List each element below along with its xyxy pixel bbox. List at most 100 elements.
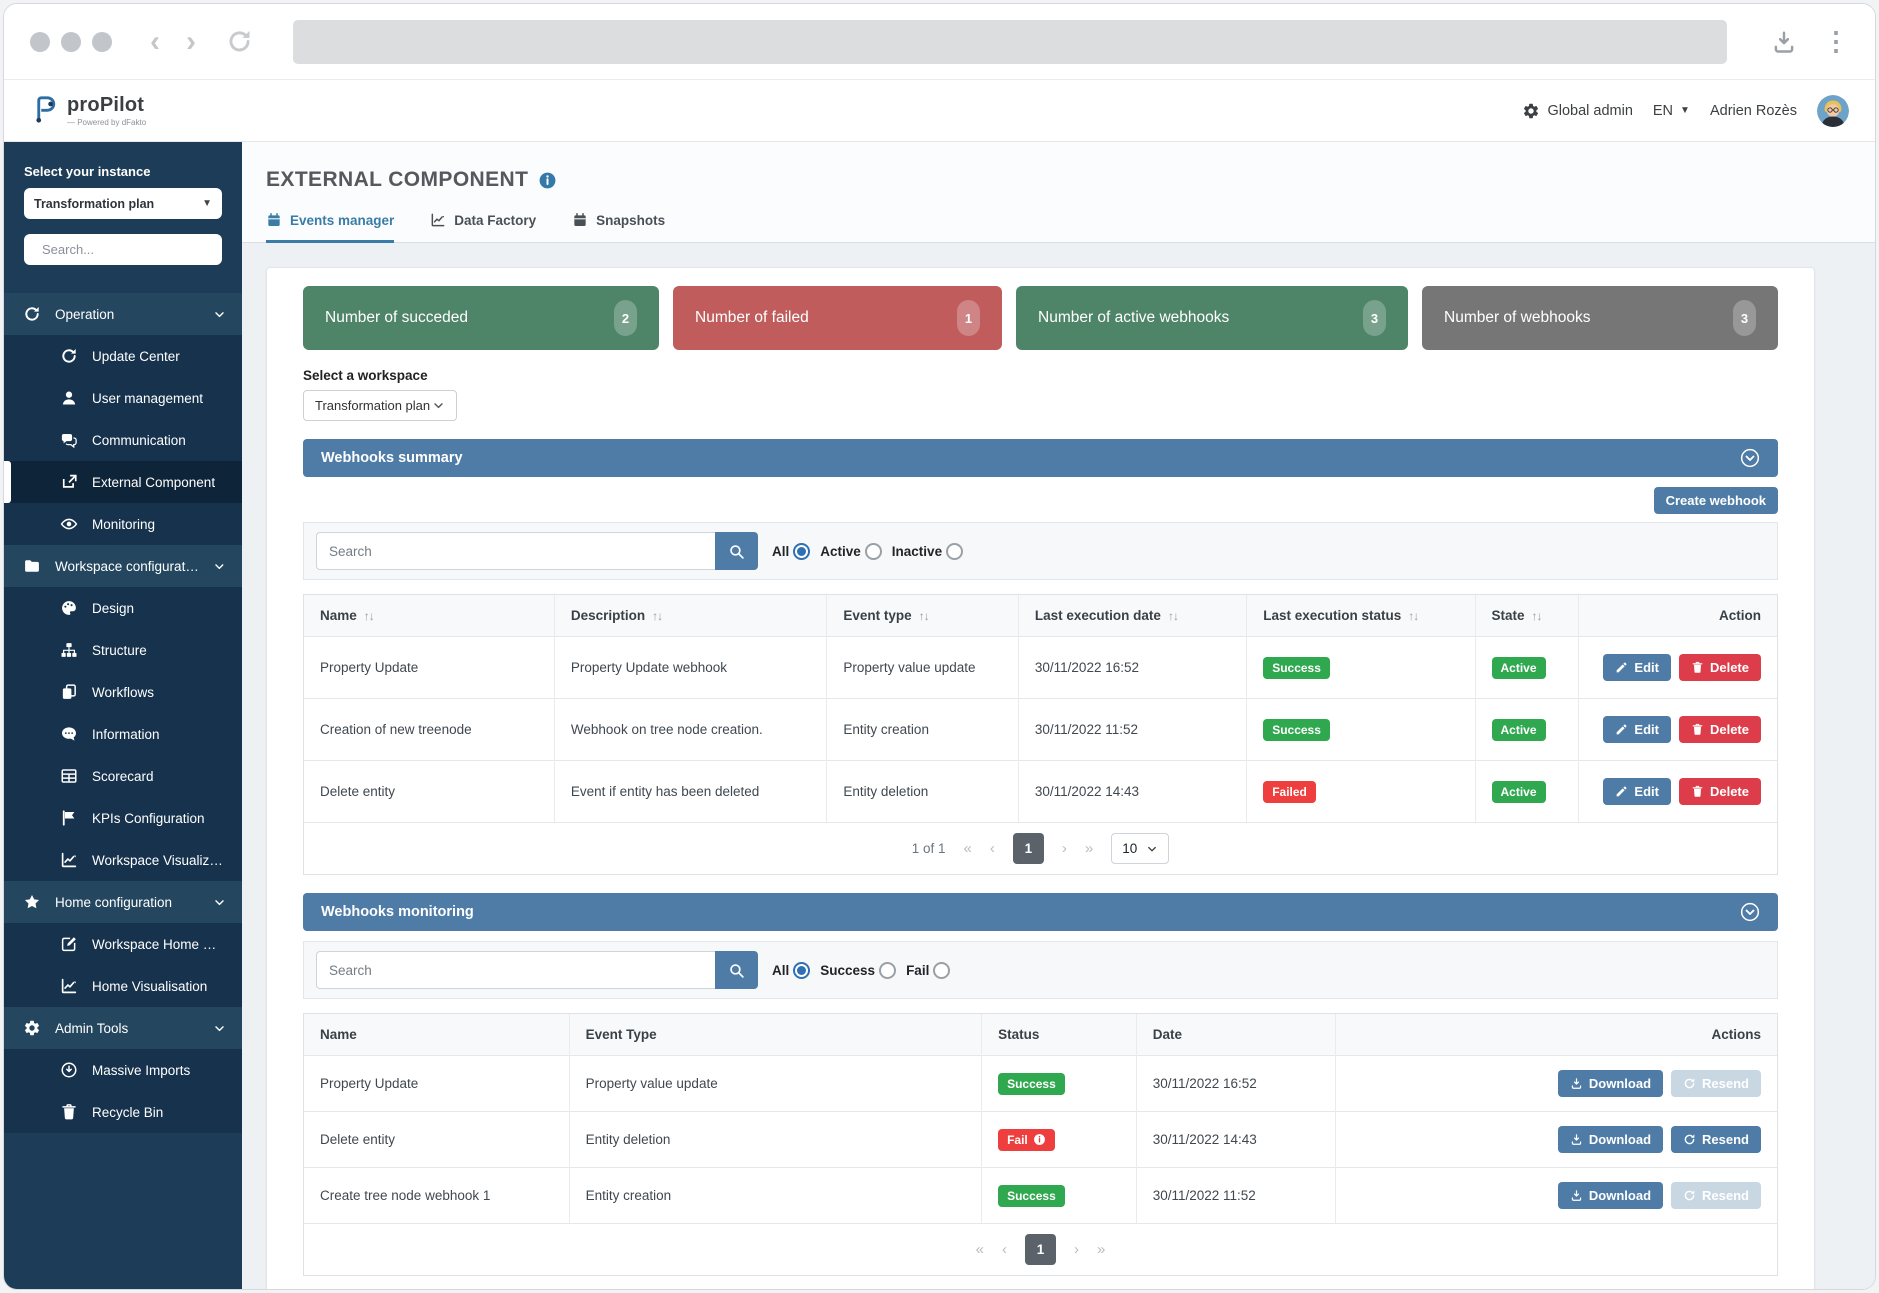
delete-button[interactable]: Delete <box>1678 654 1761 681</box>
sidebar-item-external-component[interactable]: External Component <box>4 461 242 503</box>
last-page-icon[interactable]: » <box>1097 1241 1106 1258</box>
sidebar-item-massive-imports[interactable]: Massive Imports <box>4 1049 242 1091</box>
filter-radio-all[interactable]: All <box>772 961 811 979</box>
tab-events-manager[interactable]: Events manager <box>266 212 395 243</box>
sidebar-item-home-visualisation[interactable]: Home Visualisation <box>4 965 242 1007</box>
sidebar-item-communication[interactable]: Communication <box>4 419 242 461</box>
language-selector[interactable]: EN ▼ <box>1653 103 1690 119</box>
sidebar-item-update-center[interactable]: Update Center <box>4 335 242 377</box>
page-size-select[interactable]: 10 <box>1111 833 1170 864</box>
sort-icon[interactable]: ↑↓ <box>1408 609 1419 623</box>
sitemap-icon <box>60 641 78 659</box>
column-header-state[interactable]: State ↑↓ <box>1474 595 1579 637</box>
download-button[interactable]: Download <box>1557 1182 1664 1209</box>
edit-button[interactable]: Edit <box>1603 654 1671 681</box>
filter-radio-active[interactable]: Active <box>820 542 882 560</box>
filter-radio-success[interactable]: Success <box>820 961 897 979</box>
trash-icon <box>1691 785 1704 798</box>
radio-unchecked-icon[interactable] <box>946 542 964 560</box>
column-header-name[interactable]: Name ↑↓ <box>304 595 555 637</box>
radio-checked-icon[interactable] <box>793 542 811 560</box>
collapse-chevron-icon[interactable] <box>1740 902 1760 922</box>
edit-button[interactable]: Edit <box>1603 778 1671 805</box>
radio-unchecked-icon[interactable] <box>933 961 951 979</box>
radio-unchecked-icon[interactable] <box>879 961 897 979</box>
delete-button[interactable]: Delete <box>1678 778 1761 805</box>
edit-button[interactable]: Edit <box>1603 716 1671 743</box>
sort-icon[interactable]: ↑↓ <box>1167 609 1179 623</box>
window-close-button[interactable] <box>30 31 50 52</box>
sidebar-item-admin-tools[interactable]: Admin Tools <box>4 1007 242 1049</box>
global-admin-menu[interactable]: Global admin <box>1522 102 1633 120</box>
avatar[interactable] <box>1817 94 1849 127</box>
tab-data-factory[interactable]: Data Factory <box>430 212 536 243</box>
sidebar-item-kpis-configuration[interactable]: KPIs Configuration <box>4 797 242 839</box>
sidebar-item-design[interactable]: Design <box>4 587 242 629</box>
sidebar-item-recycle-bin[interactable]: Recycle Bin <box>4 1091 242 1133</box>
column-header-last-execution-date[interactable]: Last execution date ↑↓ <box>1017 595 1247 637</box>
sidebar-item-monitoring[interactable]: Monitoring <box>4 503 242 545</box>
sidebar-item-user-management[interactable]: User management <box>4 377 242 419</box>
next-page-icon[interactable]: › <box>1061 840 1067 857</box>
radio-checked-icon[interactable] <box>793 961 811 979</box>
page-number-button[interactable]: 1 <box>1025 1234 1056 1265</box>
sidebar-item-operation[interactable]: Operation <box>4 293 242 335</box>
browser-download-icon[interactable] <box>1771 29 1797 55</box>
sidebar-search-input[interactable] <box>42 242 218 257</box>
last-page-icon[interactable]: » <box>1084 840 1094 857</box>
stat-card-number-of-webhooks: Number of webhooks 3 <box>1422 286 1778 350</box>
sort-icon[interactable]: ↑↓ <box>918 609 930 623</box>
sort-icon[interactable]: ↑↓ <box>1531 609 1543 623</box>
prev-page-icon[interactable]: ‹ <box>989 840 995 857</box>
filter-radio-inactive[interactable]: Inactive <box>892 542 964 560</box>
monitoring-search-button[interactable] <box>715 951 758 989</box>
summary-search-button[interactable] <box>715 532 758 570</box>
browser-back-button[interactable]: ‹ <box>150 24 160 58</box>
sidebar-item-structure[interactable]: Structure <box>4 629 242 671</box>
prev-page-icon[interactable]: ‹ <box>1002 1241 1007 1258</box>
webhooks-summary-header[interactable]: Webhooks summary <box>303 439 1778 477</box>
browser-menu-icon[interactable]: ⋮ <box>1823 26 1849 56</box>
summary-search-input[interactable] <box>316 532 715 570</box>
filter-radio-fail[interactable]: Fail <box>906 961 951 979</box>
column-header-event-type[interactable]: Event type ↑↓ <box>826 595 1019 637</box>
first-page-icon[interactable]: « <box>963 840 972 857</box>
sidebar-item-workflows[interactable]: Workflows <box>4 671 242 713</box>
create-webhook-button[interactable]: Create webhook <box>1653 487 1778 514</box>
sort-icon[interactable]: ↑↓ <box>363 609 375 623</box>
sidebar-item-scorecard[interactable]: Scorecard <box>4 755 242 797</box>
filter-radio-all[interactable]: All <box>772 542 811 560</box>
create-webhook-label: Create webhook <box>1665 493 1766 508</box>
address-bar[interactable] <box>293 19 1727 64</box>
propilot-logo[interactable]: proPilot — Powered by dFakto <box>30 94 146 127</box>
download-button[interactable]: Download <box>1557 1126 1664 1153</box>
browser-refresh-button[interactable] <box>226 28 253 55</box>
window-minimize-button[interactable] <box>61 31 81 52</box>
delete-button[interactable]: Delete <box>1678 716 1761 743</box>
window-maximize-button[interactable] <box>92 31 112 52</box>
column-header-last-execution-status[interactable]: Last execution status ↑↓ <box>1246 595 1476 637</box>
sidebar-item-home-configuration[interactable]: Home configuration <box>4 881 242 923</box>
first-page-icon[interactable]: « <box>975 1241 984 1258</box>
workspace-select[interactable]: Transformation plan <box>303 390 457 421</box>
next-page-icon[interactable]: › <box>1074 1241 1079 1258</box>
collapse-chevron-icon[interactable] <box>1740 448 1760 468</box>
browser-forward-button[interactable]: › <box>186 24 196 58</box>
info-icon[interactable] <box>538 171 557 190</box>
monitoring-search-input[interactable] <box>316 951 715 989</box>
sidebar-item-information[interactable]: Information <box>4 713 242 755</box>
resend-button[interactable]: Resend <box>1671 1126 1761 1153</box>
download-button[interactable]: Download <box>1557 1070 1664 1097</box>
sort-icon[interactable]: ↑↓ <box>652 609 663 623</box>
sidebar-item-workspace-configuration[interactable]: Workspace configuration <box>4 545 242 587</box>
tab-snapshots[interactable]: Snapshots <box>572 212 665 243</box>
sidebar-item-workspace-home-co[interactable]: Workspace Home Co... <box>4 923 242 965</box>
language-label: EN <box>1652 102 1674 119</box>
column-header-description[interactable]: Description ↑↓ <box>553 595 827 637</box>
instance-select[interactable]: Transformation plan ▼ <box>24 188 222 219</box>
page-number-button[interactable]: 1 <box>1012 833 1044 864</box>
cell-name: Delete entity <box>304 760 555 822</box>
webhooks-monitoring-header[interactable]: Webhooks monitoring <box>303 893 1778 931</box>
radio-unchecked-icon[interactable] <box>864 542 882 560</box>
sidebar-item-workspace-visualizat[interactable]: Workspace Visualizat... <box>4 839 242 881</box>
